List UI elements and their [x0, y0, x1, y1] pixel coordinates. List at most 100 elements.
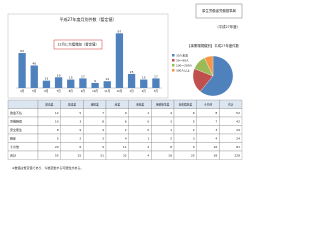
table-text: 8 [170, 145, 172, 149]
table-text: 6 [193, 111, 195, 115]
table-text: 52 [236, 111, 240, 115]
table-text: 8 [57, 128, 59, 132]
table-text: 2 [170, 136, 172, 140]
table-text: 3 [102, 136, 104, 140]
pie-slice [200, 55, 234, 97]
table-header-cell [7, 99, 39, 109]
bar [115, 33, 124, 88]
x-tick-label: 12月 [116, 89, 122, 93]
legend-label: 300人以上 [176, 68, 190, 72]
x-tick-label: 3月 [154, 89, 159, 93]
value-label: 97 [118, 29, 122, 33]
table-header: 接客娯楽業 [179, 102, 193, 106]
page: 厚生労働省労働基準局 〈平成27年度〉 平成27年度月別件数（暫定値） 12月に… [7, 3, 243, 170]
table-header: 保健衛生業 [156, 102, 170, 106]
x-tick-label: 8月 [69, 89, 74, 93]
bar [18, 53, 26, 88]
table-text: 18 [168, 153, 172, 157]
table-text: 3 [79, 119, 81, 123]
bar [79, 78, 87, 88]
legend-swatch [172, 59, 175, 62]
table-text: 4 [215, 136, 217, 140]
x-tick-label: 5月 [32, 89, 37, 93]
table-text: 25 [191, 153, 195, 157]
table-text: 3 [193, 136, 195, 140]
table-text: 5 [193, 119, 195, 123]
value-label: 17 [154, 74, 158, 78]
bar [42, 80, 51, 88]
table-text: 合計 [10, 152, 16, 157]
legend-label: 30人未満 [176, 53, 188, 57]
table-text: 10 [55, 119, 59, 123]
table-text: 228 [234, 153, 240, 157]
pie-slice [204, 55, 214, 77]
table-text: 38 [214, 153, 218, 157]
table-text: 4 [170, 111, 172, 115]
period: 〈平成27年度〉 [215, 24, 240, 29]
x-tick-label: 6月 [44, 89, 49, 93]
legend-swatch [172, 54, 175, 57]
bar [30, 65, 38, 88]
table-text: 2 [125, 128, 127, 132]
table-text: 9 [125, 111, 127, 115]
table-header: 金融業 [136, 102, 144, 106]
table-text: 3 [170, 119, 172, 123]
value-label: 25 [130, 70, 134, 74]
table-text: 42 [236, 119, 240, 123]
table-text: 9 [102, 145, 104, 149]
table-text: 25 [78, 153, 82, 157]
value-label: 15 [69, 76, 73, 80]
x-tick-label: 1月 [129, 89, 134, 93]
table-header: 合計 [228, 102, 234, 106]
table-text: 24 [236, 136, 240, 140]
table-text: 解雇 [10, 135, 16, 140]
bar [152, 78, 160, 88]
x-tick-label: 9月 [81, 89, 86, 93]
table-cell [219, 150, 243, 160]
annotation: 12月に大幅増加（暫定値） [57, 42, 99, 47]
bar [54, 77, 63, 88]
table-text: 3 [215, 128, 217, 132]
table-text: 9 [79, 128, 81, 132]
bar-panel [7, 13, 169, 99]
legend-label: 100〜299人 [176, 63, 192, 67]
table-text: 6 [125, 119, 127, 123]
table-text: 31 [100, 153, 104, 157]
x-tick-label: 2月 [142, 89, 147, 93]
bar [91, 82, 99, 88]
table-text: 12 [55, 111, 59, 115]
table-text: 32 [123, 153, 127, 157]
x-tick-label: 4月 [20, 89, 25, 93]
table-text: 1 [147, 136, 149, 140]
note: ※数値は暫定値であり、今後変動する可能性がある。 [12, 165, 83, 170]
table-text: 2 [79, 136, 81, 140]
stamp-box [195, 3, 243, 19]
table-text: 4 [125, 136, 127, 140]
bar [127, 73, 136, 88]
table-text: 安全衛生 [10, 127, 22, 132]
value-label: 15 [142, 76, 146, 80]
table-text: 8 [215, 111, 217, 115]
table-text: 16 [214, 145, 218, 149]
legend-swatch [172, 64, 175, 67]
table-text: 11 [123, 145, 127, 149]
table-text: 0 [147, 128, 149, 132]
value-label: 19 [57, 73, 61, 77]
value-label: 40 [32, 61, 36, 65]
table-text: 4 [147, 153, 149, 157]
bar [67, 79, 75, 88]
table-text: 81 [236, 145, 240, 149]
pie-title: 【事業場規模別】平成27年度件数 [187, 43, 239, 48]
table-text: 9 [193, 145, 195, 149]
table-text: 7 [102, 111, 104, 115]
legend-label: 30〜99人 [176, 58, 189, 62]
table-header: その他 [204, 102, 212, 106]
bar-title: 平成27年度月別件数（暫定値） [59, 16, 116, 22]
table-header: 建設業 [68, 102, 76, 106]
x-tick-label: 11月 [104, 89, 110, 93]
table-text: 賃金不払 [10, 110, 22, 115]
table-text: 労働時間 [10, 118, 22, 123]
table-text: 1 [170, 128, 172, 132]
table-text: 2 [193, 128, 195, 132]
legend-swatch [172, 69, 175, 72]
